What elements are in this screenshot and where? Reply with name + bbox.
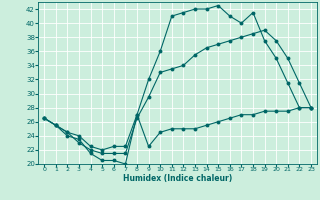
X-axis label: Humidex (Indice chaleur): Humidex (Indice chaleur) (123, 174, 232, 183)
